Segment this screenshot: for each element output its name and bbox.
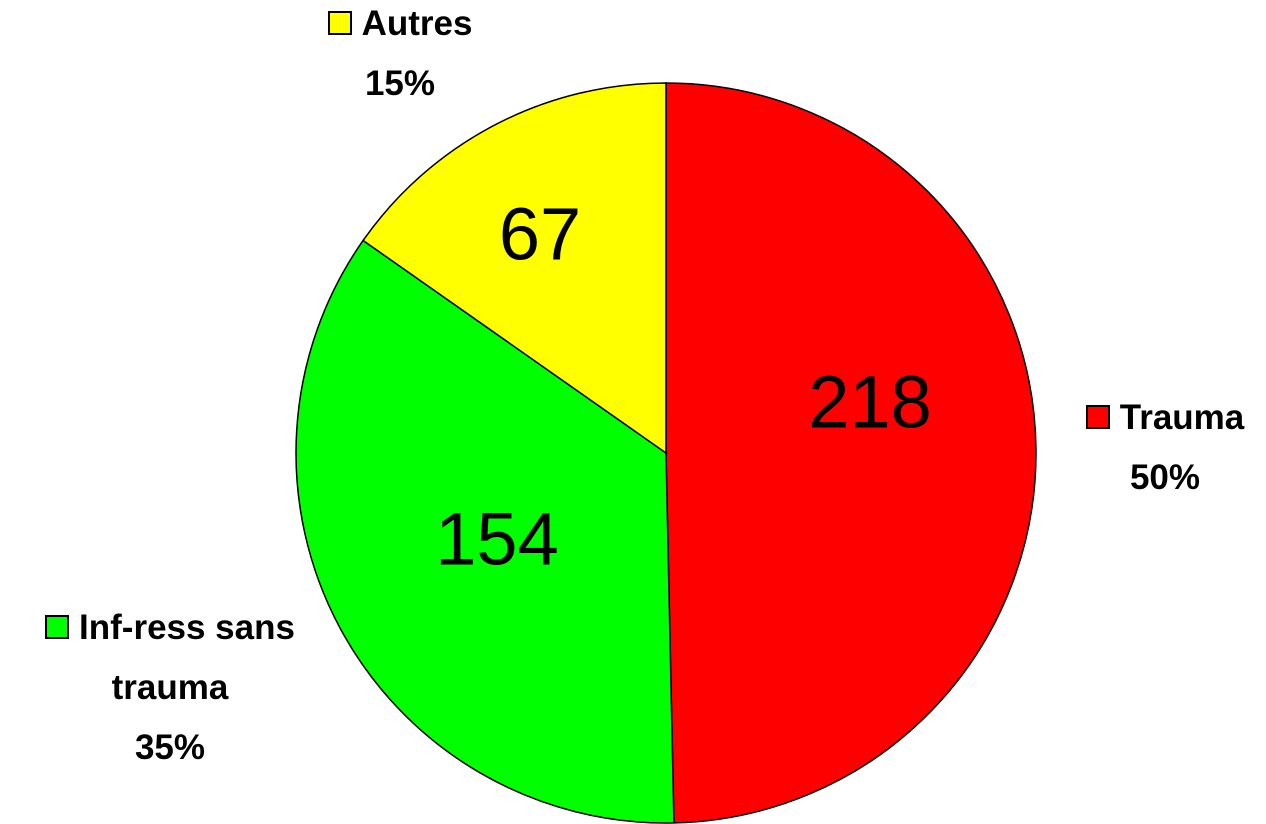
legend-swatch bbox=[327, 10, 352, 35]
slice-label: Trauma 50% bbox=[1060, 388, 1266, 508]
value-label: 154 bbox=[435, 498, 558, 581]
slice-label: Autres 15% bbox=[290, 0, 510, 114]
pie-slice bbox=[362, 82, 667, 455]
percent-label: 50% bbox=[1129, 458, 1201, 497]
slice-label: Inf-ress sans trauma 35% bbox=[10, 598, 330, 778]
percent-label: 35% bbox=[134, 728, 206, 767]
category-label: Autres bbox=[361, 4, 473, 43]
legend-swatch bbox=[1085, 404, 1110, 429]
category-label: Trauma bbox=[1119, 398, 1245, 437]
category-label: Inf-ress sans trauma bbox=[79, 608, 295, 707]
pie-slice bbox=[665, 82, 1037, 824]
percent-label: 15% bbox=[364, 64, 436, 103]
legend-swatch bbox=[45, 614, 70, 639]
pie-slice bbox=[295, 239, 675, 824]
value-label: 218 bbox=[808, 361, 931, 444]
value-label: 67 bbox=[499, 193, 581, 276]
